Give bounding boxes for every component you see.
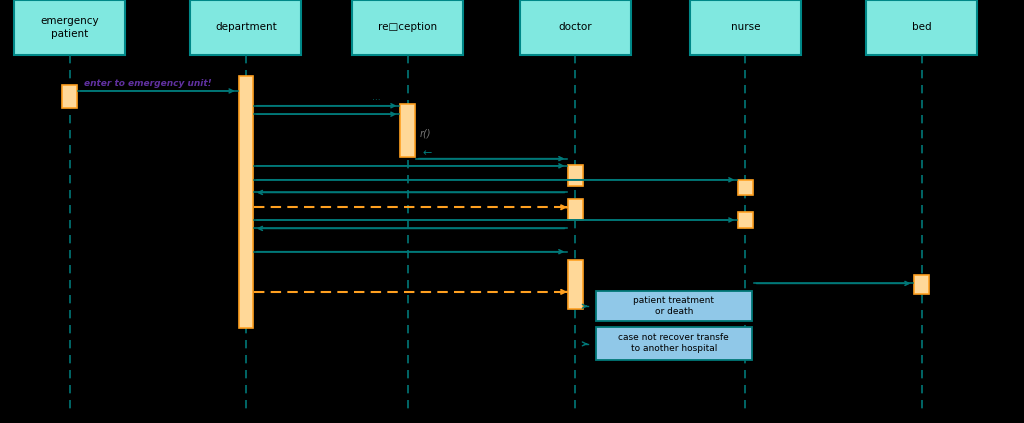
Text: r(): r(): [420, 128, 431, 138]
Text: patient treatment
or death: patient treatment or death: [633, 296, 715, 316]
Text: enter to emergency unit!: enter to emergency unit!: [84, 79, 211, 88]
FancyBboxPatch shape: [914, 275, 929, 294]
FancyBboxPatch shape: [62, 85, 77, 108]
FancyBboxPatch shape: [520, 0, 631, 55]
Text: nurse: nurse: [731, 22, 760, 33]
Text: bed: bed: [911, 22, 932, 33]
FancyBboxPatch shape: [352, 0, 463, 55]
Text: department: department: [215, 22, 276, 33]
FancyBboxPatch shape: [596, 327, 752, 360]
FancyBboxPatch shape: [690, 0, 801, 55]
FancyBboxPatch shape: [738, 180, 753, 195]
FancyBboxPatch shape: [596, 291, 752, 321]
FancyBboxPatch shape: [400, 104, 415, 157]
FancyBboxPatch shape: [568, 165, 583, 186]
Text: doctor: doctor: [559, 22, 592, 33]
FancyBboxPatch shape: [866, 0, 977, 55]
FancyBboxPatch shape: [239, 76, 253, 328]
FancyBboxPatch shape: [568, 260, 583, 309]
Text: re□ception: re□ception: [378, 22, 437, 33]
FancyBboxPatch shape: [190, 0, 301, 55]
Text: ←: ←: [423, 148, 432, 158]
Text: ...: ...: [372, 93, 380, 102]
FancyBboxPatch shape: [568, 199, 583, 220]
FancyBboxPatch shape: [14, 0, 125, 55]
Text: emergency
patient: emergency patient: [40, 16, 99, 38]
Text: case not recover transfe
to another hospital: case not recover transfe to another hosp…: [618, 333, 729, 354]
FancyBboxPatch shape: [738, 212, 753, 228]
